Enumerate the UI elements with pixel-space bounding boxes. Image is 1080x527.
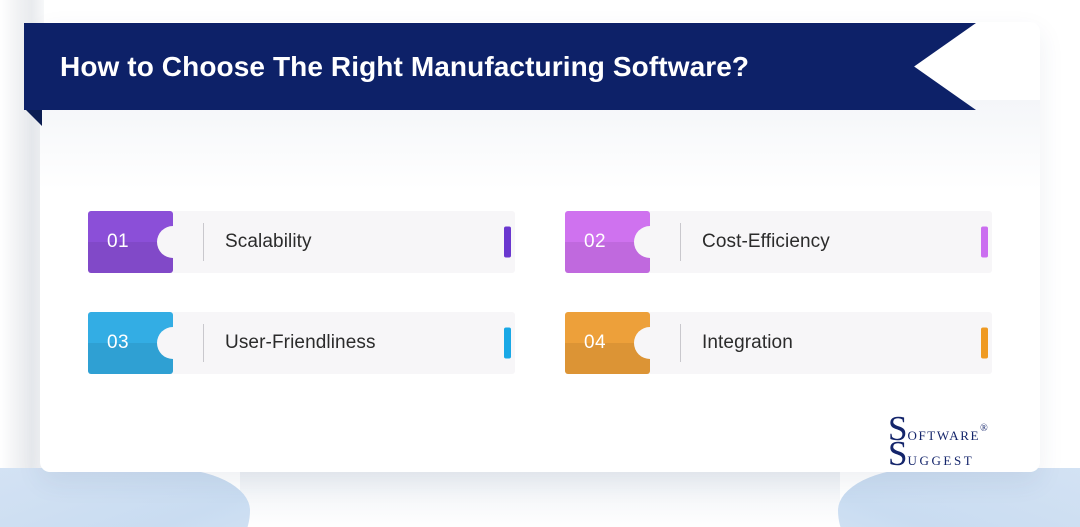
title-ribbon: How to Choose The Right Manufacturing So… bbox=[24, 23, 976, 110]
background-decor-shape-left bbox=[0, 468, 250, 527]
item-label: Scalability bbox=[225, 231, 312, 252]
ticket-notch-icon bbox=[634, 327, 666, 359]
item-number-badge: 02 bbox=[565, 211, 666, 273]
logo-word-software: oftware bbox=[907, 424, 981, 445]
background-decor-shape-right bbox=[838, 468, 1080, 527]
ticket-notch-icon bbox=[157, 226, 189, 258]
logo-word-suggest: uggest bbox=[907, 449, 975, 470]
ticket-notch-icon bbox=[157, 327, 189, 359]
item-label: Integration bbox=[702, 332, 793, 353]
list-item[interactable]: 01 Scalability bbox=[88, 211, 515, 273]
ticket-notch-icon bbox=[634, 226, 666, 258]
item-number: 02 bbox=[584, 231, 606, 252]
list-item[interactable]: 04 Integration bbox=[565, 312, 992, 374]
item-number-badge: 03 bbox=[88, 312, 189, 374]
item-number-badge: 01 bbox=[88, 211, 189, 273]
logo-line-1: S oftware ® bbox=[888, 409, 1028, 448]
item-accent-bar bbox=[981, 226, 988, 258]
item-number: 01 bbox=[107, 231, 129, 252]
item-number-badge: 04 bbox=[565, 312, 666, 374]
item-number: 03 bbox=[107, 332, 129, 353]
item-label: Cost-Efficiency bbox=[702, 231, 830, 252]
item-divider bbox=[680, 324, 681, 362]
list-item[interactable]: 02 Cost-Efficiency bbox=[565, 211, 992, 273]
logo-line-2: S uggest bbox=[888, 434, 1028, 473]
item-divider bbox=[680, 223, 681, 261]
item-number: 04 bbox=[584, 332, 606, 353]
background-bottom-gradient bbox=[240, 470, 840, 527]
item-divider bbox=[203, 223, 204, 261]
list-item[interactable]: 03 User-Friendliness bbox=[88, 312, 515, 374]
item-label: User-Friendliness bbox=[225, 332, 376, 353]
item-divider bbox=[203, 324, 204, 362]
page-title: How to Choose The Right Manufacturing So… bbox=[60, 50, 750, 82]
registered-trademark-icon: ® bbox=[980, 423, 988, 434]
item-accent-bar bbox=[504, 327, 511, 359]
logo-capital-s-top: S bbox=[888, 409, 908, 448]
criteria-list: 01 Scalability 02 Cost-Efficiency 03 bbox=[88, 211, 992, 374]
item-accent-bar bbox=[504, 226, 511, 258]
ribbon-fold-tail bbox=[24, 108, 42, 126]
softwaresuggest-logo[interactable]: S oftware ® S uggest bbox=[888, 409, 1028, 473]
item-accent-bar bbox=[981, 327, 988, 359]
logo-capital-s-bottom: S bbox=[888, 434, 908, 473]
